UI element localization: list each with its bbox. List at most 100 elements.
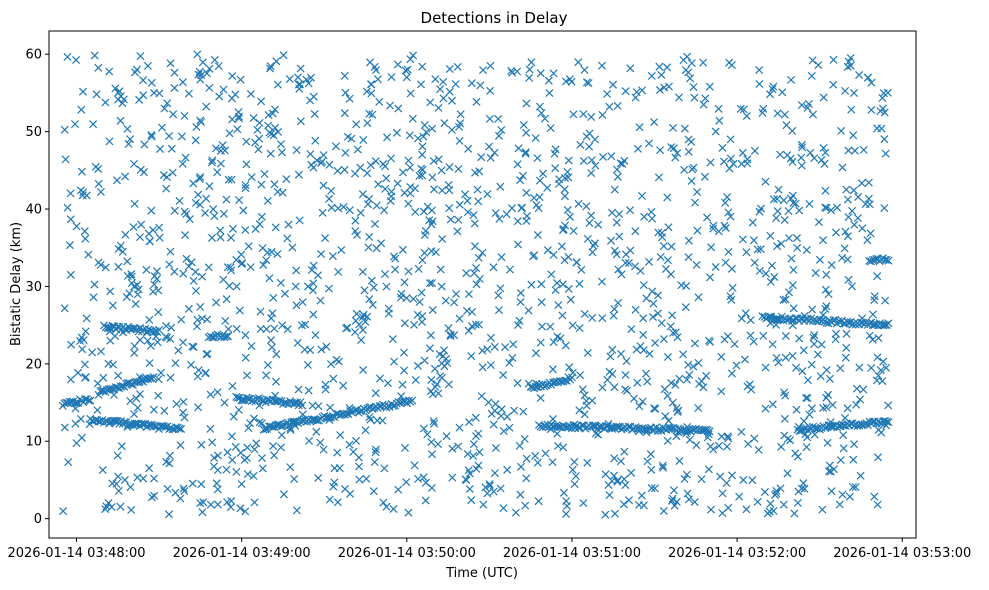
- scatter-point: [753, 245, 762, 254]
- scatter-point: [531, 349, 541, 358]
- scatter-point: [656, 252, 665, 262]
- scatter-point: [136, 165, 145, 174]
- scatter-point: [404, 156, 413, 165]
- scatter-point: [670, 501, 679, 510]
- scatter-point: [210, 212, 219, 221]
- scatter-point: [352, 309, 361, 318]
- scatter-point: [464, 144, 473, 153]
- scatter-point: [78, 345, 87, 354]
- scatter-point: [836, 456, 845, 465]
- scatter-point: [549, 338, 558, 347]
- scatter-point: [216, 146, 225, 155]
- scatter-point: [222, 195, 231, 204]
- scatter-point: [567, 77, 576, 86]
- scatter-point: [878, 93, 887, 103]
- scatter-point: [307, 265, 316, 275]
- scatter-point: [589, 241, 598, 250]
- scatter-point: [536, 338, 545, 347]
- scatter-point: [598, 314, 607, 323]
- scatter-point: [580, 391, 589, 400]
- scatter-point: [101, 263, 110, 272]
- scatter-point: [64, 458, 73, 467]
- scatter-point: [608, 80, 618, 89]
- scatter-point: [154, 286, 163, 295]
- scatter-point: [651, 338, 660, 348]
- scatter-point: [680, 474, 689, 484]
- scatter-point: [272, 350, 281, 359]
- scatter-point: [464, 290, 473, 299]
- scatter-point: [565, 363, 574, 372]
- scatter-point: [292, 301, 301, 310]
- scatter-point: [342, 324, 351, 333]
- scatter-point: [776, 150, 785, 159]
- scatter-point: [884, 256, 893, 265]
- scatter-point: [143, 336, 152, 345]
- scatter-point: [166, 59, 175, 68]
- scatter-point: [663, 391, 672, 400]
- scatter-point: [419, 424, 428, 433]
- scatter-point: [404, 508, 413, 517]
- scatter-point: [78, 87, 88, 96]
- scatter-point: [149, 372, 158, 382]
- scatter-point: [90, 51, 99, 60]
- scatter-point: [633, 378, 642, 387]
- scatter-point: [772, 486, 781, 495]
- scatter-point: [79, 188, 88, 197]
- scatter-point: [683, 489, 692, 498]
- scatter-point: [178, 159, 187, 168]
- scatter-point: [822, 302, 831, 311]
- scatter-point: [669, 144, 678, 153]
- scatter-point: [575, 279, 584, 288]
- scatter-point: [66, 270, 75, 279]
- scatter-point: [340, 109, 349, 118]
- scatter-point: [827, 206, 836, 215]
- scatter-point: [206, 424, 215, 433]
- scatter-point: [654, 173, 663, 182]
- scatter-point: [825, 374, 834, 383]
- scatter-point: [306, 150, 315, 159]
- scatter-point: [692, 441, 701, 450]
- scatter-point: [293, 73, 303, 82]
- scatter-point: [520, 434, 529, 443]
- scatter-point: [591, 429, 600, 438]
- scatter-point: [309, 279, 318, 288]
- scatter-point: [694, 293, 703, 302]
- scatter-point: [421, 226, 430, 235]
- scatter-point: [166, 334, 175, 343]
- scatter-point: [182, 254, 191, 263]
- scatter-point: [803, 393, 812, 402]
- scatter-point: [740, 355, 749, 364]
- scatter-point: [334, 267, 343, 276]
- scatter-point: [166, 247, 175, 256]
- scatter-point: [426, 331, 435, 340]
- scatter-point: [814, 218, 823, 227]
- scatter-point: [366, 415, 375, 424]
- scatter-point: [465, 417, 474, 427]
- scatter-point: [241, 184, 250, 193]
- scatter-point: [133, 403, 142, 412]
- scatter-point: [533, 154, 542, 163]
- scatter-point: [201, 369, 210, 378]
- scatter-point: [246, 419, 255, 428]
- scatter-point: [170, 267, 179, 276]
- scatter-point: [835, 500, 844, 509]
- scatter-point: [650, 404, 659, 413]
- scatter-point: [70, 120, 80, 129]
- scatter-point: [849, 88, 859, 98]
- scatter-point: [241, 181, 250, 190]
- scatter-point: [305, 96, 315, 105]
- scatter-point: [610, 304, 619, 314]
- scatter-point: [685, 435, 694, 444]
- scatter-point: [881, 149, 890, 158]
- scatter-point: [411, 207, 420, 216]
- scatter-point: [464, 466, 473, 475]
- scatter-point: [77, 105, 86, 114]
- plot-frame: [48, 30, 917, 539]
- scatter-point: [469, 440, 478, 449]
- scatter-point: [351, 227, 360, 236]
- scatter-point: [856, 471, 865, 480]
- scatter-point: [162, 184, 171, 193]
- scatter-point: [585, 218, 594, 228]
- scatter-point: [587, 156, 596, 165]
- scatter-point: [807, 404, 816, 413]
